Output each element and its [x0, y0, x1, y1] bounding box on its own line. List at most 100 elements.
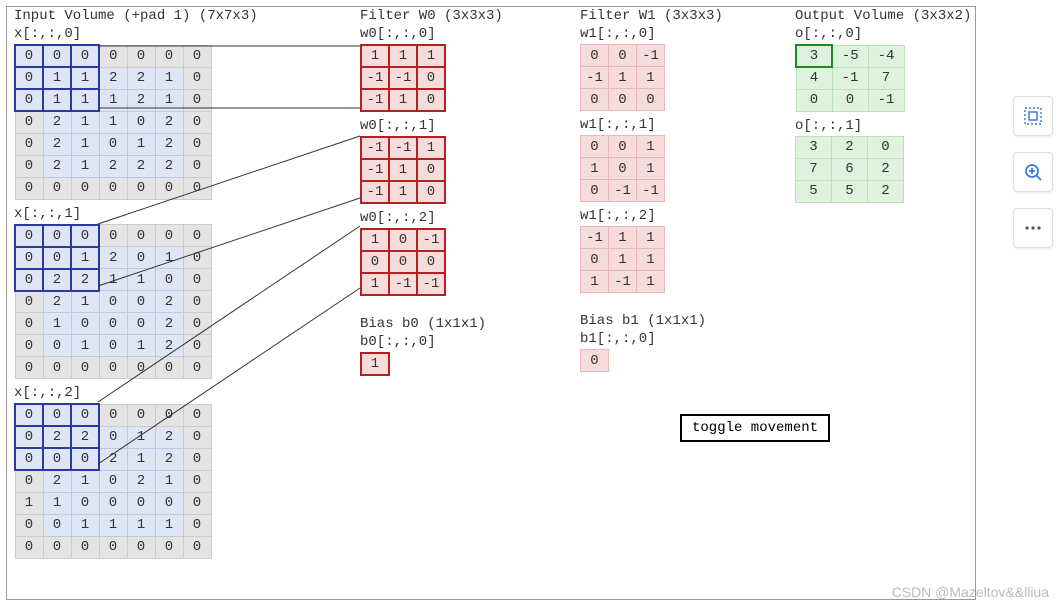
filter1-cell: 0 [609, 158, 637, 180]
input-cell: 0 [183, 536, 211, 558]
filter1-cell: 0 [581, 89, 609, 111]
input-cell: 2 [43, 291, 71, 313]
input-cell: 0 [127, 357, 155, 379]
input-cell: 0 [15, 111, 43, 133]
input-cell: 0 [43, 536, 71, 558]
input-cell: 0 [127, 291, 155, 313]
input-cell: 1 [155, 514, 183, 536]
input-cell: 0 [15, 133, 43, 155]
input-title: Input Volume (+pad 1) (7x7x3) [14, 8, 258, 24]
input-cell: 1 [127, 426, 155, 448]
filter-w0-column: Filter W0 (3x3x3) w0[:,:,0]111-1-10-110w… [360, 8, 503, 382]
input-cell: 0 [183, 470, 211, 492]
input-cell: 1 [43, 89, 71, 111]
filter0-cell: -1 [417, 229, 445, 251]
filter1-cell: -1 [609, 180, 637, 202]
input-cell: 1 [71, 247, 99, 269]
filter1-cell: 1 [609, 67, 637, 89]
input-cell: 0 [155, 536, 183, 558]
input-cell: 1 [71, 111, 99, 133]
input-cell: 0 [127, 177, 155, 199]
input-cell: 1 [155, 470, 183, 492]
input-cell: 1 [99, 89, 127, 111]
output-cell: 0 [832, 89, 868, 111]
input-cell: 1 [127, 133, 155, 155]
input-cell: 0 [183, 67, 211, 89]
input-cell: 2 [99, 448, 127, 470]
input-cell: 0 [43, 448, 71, 470]
input-cell: 1 [71, 155, 99, 177]
input-cell: 2 [155, 111, 183, 133]
filter0-cell: -1 [361, 181, 389, 203]
input-cell: 0 [99, 536, 127, 558]
input-cell: 0 [183, 291, 211, 313]
input-cell: 2 [99, 247, 127, 269]
input-cell: 0 [183, 404, 211, 426]
toggle-movement-button[interactable]: toggle movement [680, 414, 830, 442]
input-cell: 0 [71, 536, 99, 558]
input-cell: 1 [71, 67, 99, 89]
input-cell: 0 [99, 357, 127, 379]
input-cell: 0 [127, 404, 155, 426]
input-cell: 0 [99, 291, 127, 313]
input-cell: 0 [43, 247, 71, 269]
input-cell: 2 [43, 426, 71, 448]
input-cell: 0 [183, 492, 211, 514]
output-cell: -1 [832, 67, 868, 89]
input-cell: 1 [155, 247, 183, 269]
filter1-cell: 1 [609, 227, 637, 249]
input-slice-label: x[:,:,0] [14, 26, 258, 42]
input-cell: 2 [127, 155, 155, 177]
input-slice-label: x[:,:,1] [14, 206, 258, 222]
filter1-cell: -1 [581, 67, 609, 89]
filter0-cell: 1 [389, 89, 417, 111]
filter0-cell: 0 [361, 251, 389, 273]
filter0-slice-label: w0[:,:,1] [360, 118, 503, 134]
filter1-cell: 1 [637, 271, 665, 293]
input-cell: 0 [155, 492, 183, 514]
output-cell: -1 [868, 89, 904, 111]
image-select-button[interactable] [1013, 96, 1053, 136]
input-cell: 0 [71, 448, 99, 470]
output-cell: -5 [832, 45, 868, 67]
input-cell: 1 [71, 470, 99, 492]
more-options-button[interactable] [1013, 208, 1053, 248]
filter1-cell: 0 [609, 89, 637, 111]
filter1-cell: 1 [609, 249, 637, 271]
input-cell: 0 [99, 45, 127, 67]
filter1-cell: 1 [581, 158, 609, 180]
input-cell: 0 [15, 89, 43, 111]
filter1-cell: -1 [637, 45, 665, 67]
zoom-in-button[interactable] [1013, 152, 1053, 192]
filter0-cell: -1 [361, 159, 389, 181]
filter1-grid: -1110111-11 [580, 226, 665, 293]
filter-w1-title: Filter W1 (3x3x3) [580, 8, 723, 24]
input-cell: 0 [71, 177, 99, 199]
input-cell: 0 [155, 45, 183, 67]
output-cell: 0 [796, 89, 832, 111]
input-cell: 0 [15, 155, 43, 177]
filter0-cell: -1 [389, 67, 417, 89]
input-cell: 0 [15, 514, 43, 536]
input-cell: 0 [15, 45, 43, 67]
filter1-cell: 1 [581, 271, 609, 293]
input-cell: 0 [127, 247, 155, 269]
input-cell: 0 [155, 177, 183, 199]
filter0-cell: 0 [417, 251, 445, 273]
filter1-cell: 0 [581, 249, 609, 271]
input-cell: 0 [183, 133, 211, 155]
input-cell: 0 [43, 357, 71, 379]
input-cell: 0 [183, 45, 211, 67]
input-cell: 0 [71, 357, 99, 379]
input-cell: 1 [71, 335, 99, 357]
filter0-cell: 1 [361, 45, 389, 67]
output-cell: -4 [868, 45, 904, 67]
filter1-cell: -1 [609, 271, 637, 293]
input-cell: 0 [99, 177, 127, 199]
filter0-cell: 1 [361, 273, 389, 295]
input-cell: 0 [43, 225, 71, 247]
input-cell: 2 [155, 313, 183, 335]
filter-w1-column: Filter W1 (3x3x3) w1[:,:,0]00-1-111000w1… [580, 8, 723, 378]
input-cell: 1 [15, 492, 43, 514]
input-cell: 0 [15, 269, 43, 291]
